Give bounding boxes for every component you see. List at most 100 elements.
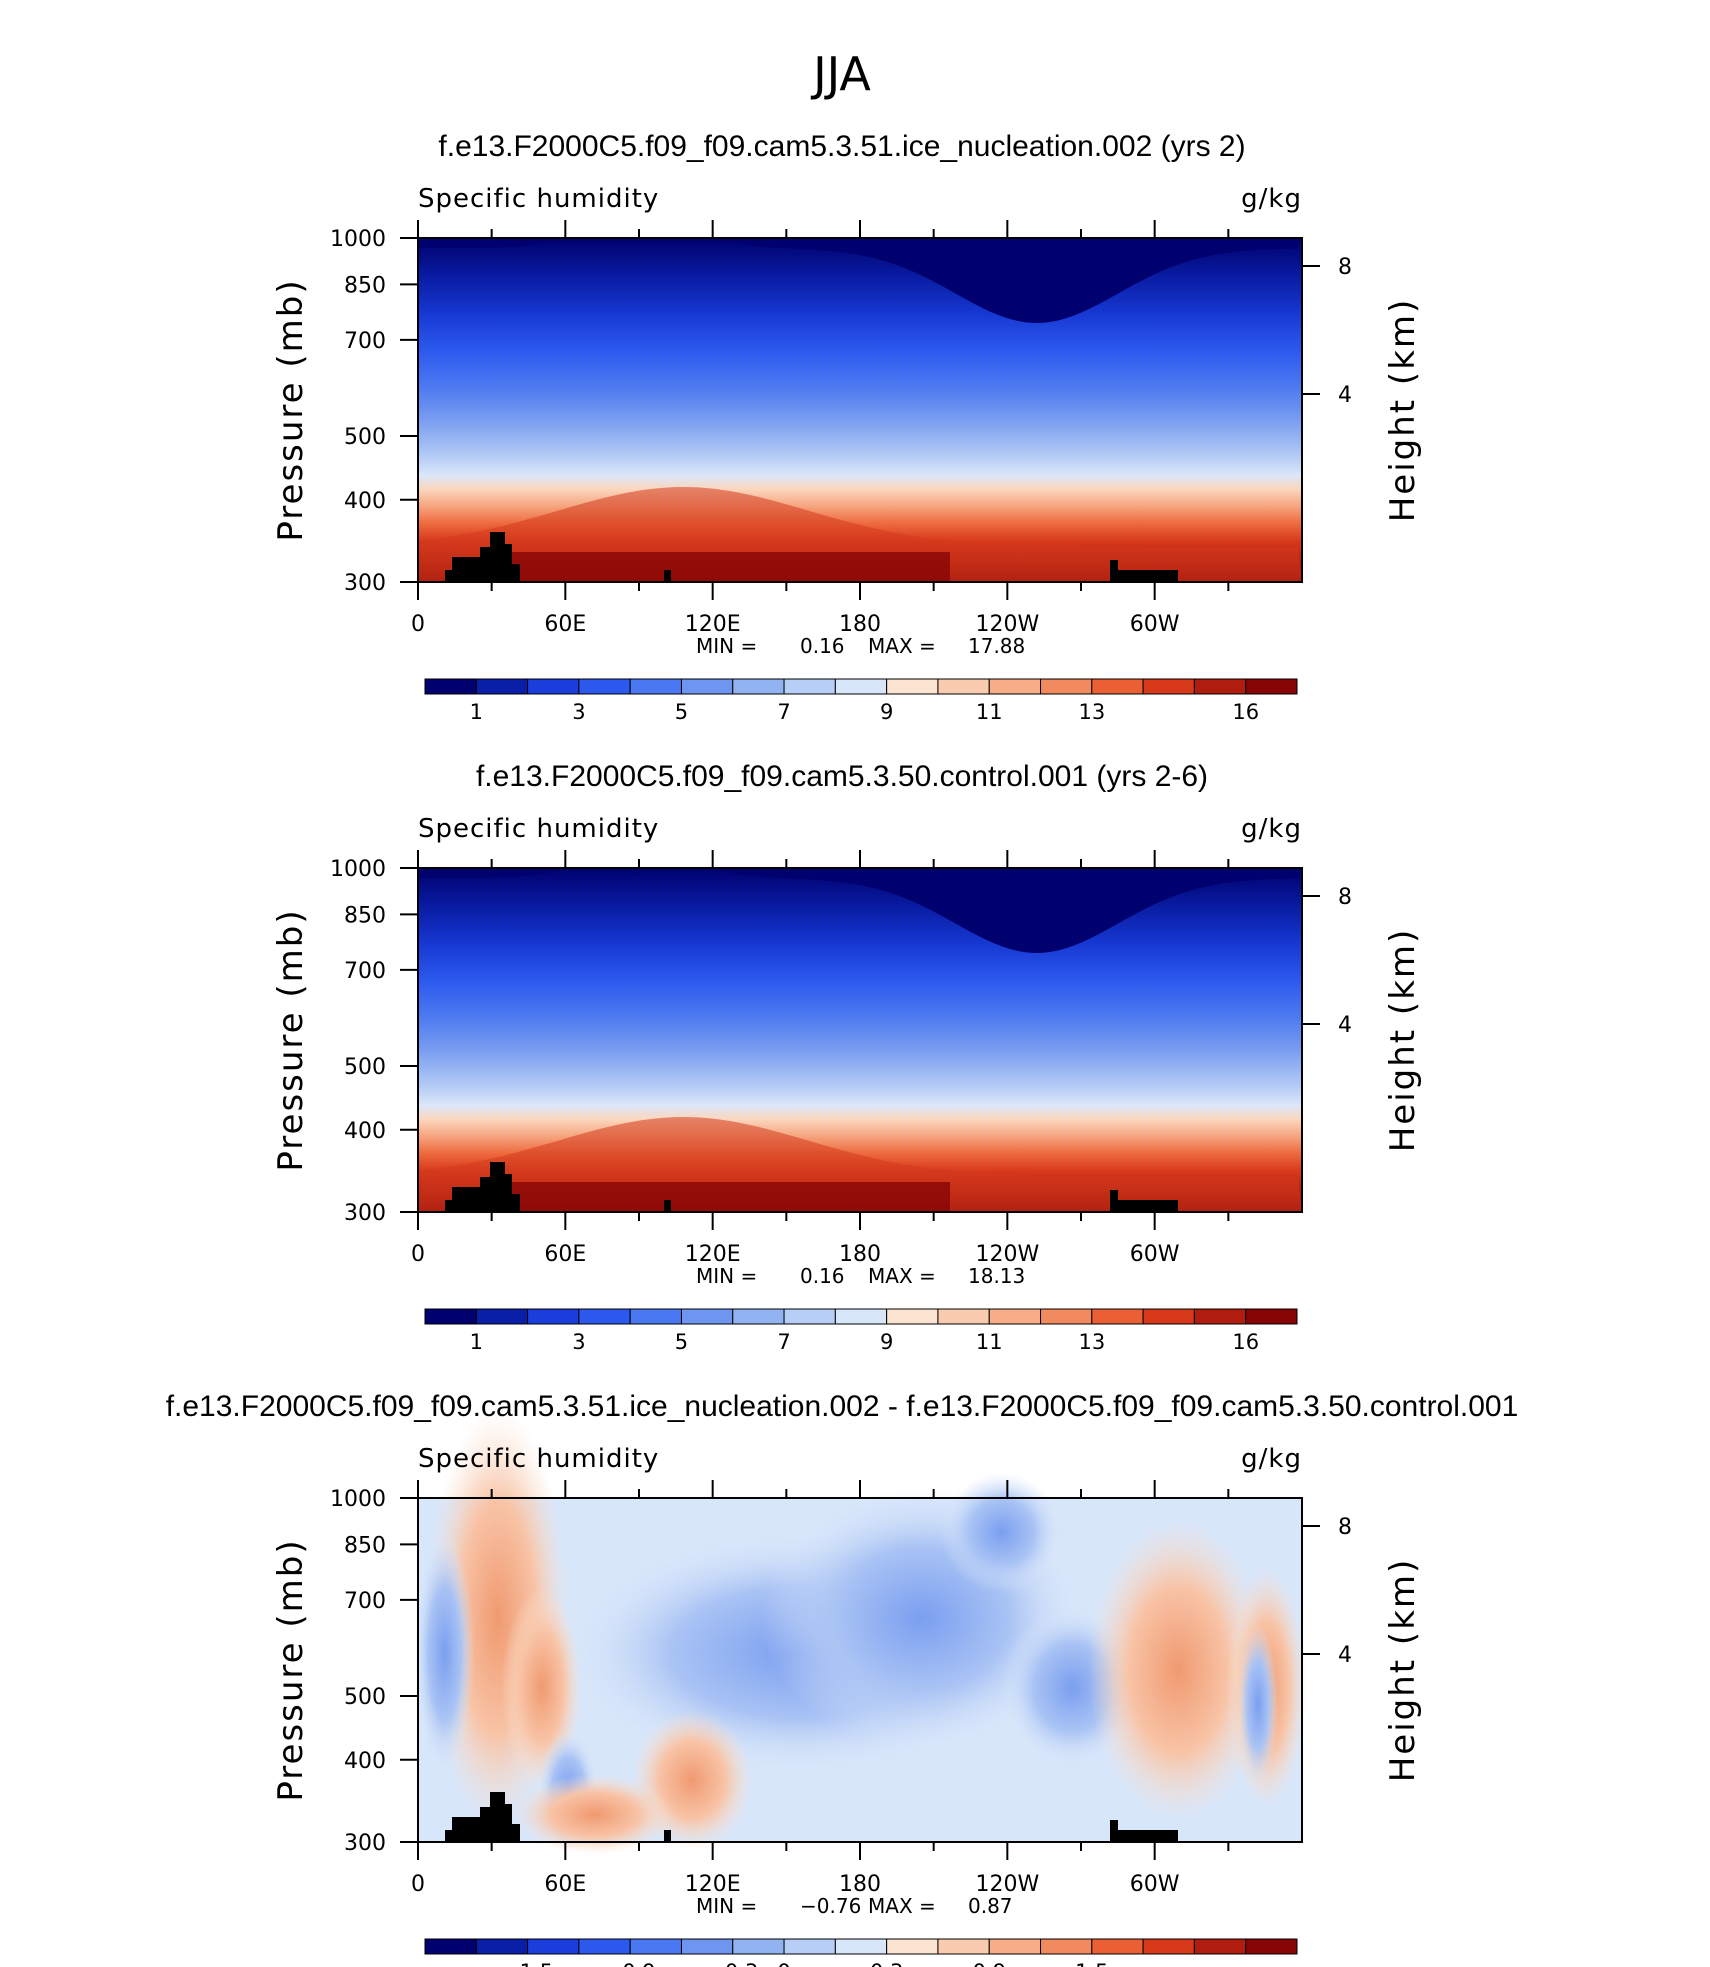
colorbar-swatch — [578, 1308, 631, 1325]
y-tick-label: 300 — [344, 1831, 386, 1856]
units-label: g/kg — [1241, 184, 1302, 214]
max-label: MAX = — [868, 1894, 936, 1918]
colorbar-swatch — [1040, 1938, 1093, 1955]
y-tick-label: 700 — [344, 329, 386, 354]
colorbar-swatch — [680, 1308, 734, 1325]
min-value: 0.16 — [800, 634, 845, 658]
topography-small — [664, 1200, 671, 1212]
colorbar-swatch — [680, 1938, 734, 1955]
colorbar-tick-label: 3 — [572, 700, 585, 724]
panel-control: f.e13.F2000C5.f09_f09.cam5.3.50.control.… — [271, 760, 1423, 1354]
panel-title: f.e13.F2000C5.f09_f09.cam5.3.50.control.… — [476, 760, 1208, 793]
colorbar-tick-label: 5 — [675, 700, 688, 724]
x-tick-label: 60E — [544, 612, 586, 637]
colorbar-swatch — [886, 1938, 939, 1955]
y-tick-label: 850 — [344, 903, 386, 928]
y-right-axis-label: Height (km) — [1383, 1558, 1423, 1783]
colorbar-tick-label: −0.3 — [707, 1960, 758, 1967]
topography-andes — [1110, 1190, 1178, 1212]
colorbar-swatch — [1193, 1308, 1247, 1325]
panel-title: f.e13.F2000C5.f09_f09.cam5.3.51.ice_nucl… — [166, 1390, 1519, 1423]
colorbar-swatch — [629, 678, 682, 695]
colorbar-swatch — [1245, 1938, 1298, 1955]
y-axis-label: Pressure (mb) — [271, 1538, 311, 1801]
colorbar-swatch — [937, 678, 990, 695]
max-humidity-band — [508, 552, 950, 582]
colorbar-swatch — [1040, 1308, 1093, 1325]
colorbar-tick-label: 5 — [675, 1330, 688, 1354]
y-right-tick-label: 4 — [1338, 383, 1352, 408]
colorbar-swatch — [1040, 678, 1093, 695]
y-right-tick-label: 4 — [1338, 1643, 1352, 1668]
colorbar-swatch — [886, 1308, 939, 1325]
colorbar-tick-label: 0.3 — [870, 1960, 903, 1967]
min-value: −0.76 — [800, 1894, 861, 1918]
colorbar-swatch — [424, 1308, 477, 1325]
colorbar-swatch — [1091, 678, 1144, 695]
y-tick-label: 500 — [344, 1055, 386, 1080]
variable-label: Specific humidity — [418, 1444, 659, 1474]
colorbar-swatch — [783, 1938, 836, 1955]
min-label: MIN = — [696, 1894, 757, 1918]
max-value: 18.13 — [968, 1264, 1025, 1288]
y-tick-label: 500 — [344, 1685, 386, 1710]
x-tick-label: 60W — [1130, 612, 1180, 637]
x-tick-label: 120W — [975, 1242, 1039, 1267]
y-right-tick-label: 8 — [1338, 1515, 1352, 1540]
colorbar-swatch — [937, 1308, 990, 1325]
dry-upper-layer — [418, 868, 1302, 953]
colorbar-swatch — [834, 678, 888, 695]
x-tick-label: 60E — [544, 1242, 586, 1267]
y-tick-label: 850 — [344, 273, 386, 298]
colorbar-swatch — [527, 1938, 580, 1955]
y-tick-label: 1000 — [330, 1487, 386, 1512]
colorbar-swatch — [834, 1938, 888, 1955]
colorbar-tick-label: 1 — [470, 1330, 483, 1354]
topography-asia — [445, 1162, 520, 1212]
colorbar-tick-label: 9 — [880, 1330, 893, 1354]
colorbar-tick-label: 16 — [1232, 700, 1259, 724]
colorbar-swatch — [783, 678, 836, 695]
colorbar-tick-label: 11 — [976, 700, 1003, 724]
panel-title: f.e13.F2000C5.f09_f09.cam5.3.51.ice_nucl… — [438, 130, 1245, 163]
colorbar-tick-label: 7 — [777, 1330, 790, 1354]
colorbar-tick-label: 3 — [572, 1330, 585, 1354]
max-humidity-band — [508, 1182, 950, 1212]
colorbar-swatch — [1245, 678, 1298, 695]
colorbar-swatch — [732, 1938, 785, 1955]
colorbar-swatch — [988, 678, 1042, 695]
negative-anomaly-region — [941, 1472, 1062, 1593]
colorbar-swatch — [475, 1308, 529, 1325]
colorbar-swatch — [680, 678, 734, 695]
y-right-tick-label: 4 — [1338, 1013, 1352, 1038]
topography-asia — [445, 1792, 520, 1842]
colorbar-swatch — [732, 678, 785, 695]
colorbar-swatch — [1091, 1938, 1144, 1955]
x-tick-label: 60W — [1130, 1242, 1180, 1267]
colorbar-swatch — [1245, 1308, 1298, 1325]
colorbar-swatch — [424, 1938, 477, 1955]
y-tick-label: 1000 — [330, 857, 386, 882]
colorbar-swatch — [783, 1308, 836, 1325]
colorbar-swatch — [886, 678, 939, 695]
colorbar-tick-label: 0 — [777, 1960, 790, 1967]
colorbar-swatch — [988, 1308, 1042, 1325]
colorbar-swatch — [424, 678, 477, 695]
topography-andes — [1110, 1820, 1178, 1842]
colorbar-swatch — [732, 1308, 785, 1325]
colorbar-tick-label: 1 — [470, 700, 483, 724]
negative-anomaly-region — [1237, 1624, 1278, 1785]
x-tick-label: 60E — [544, 1872, 586, 1897]
units-label: g/kg — [1241, 814, 1302, 844]
y-tick-label: 700 — [344, 1589, 386, 1614]
colorbar-tick-label: 16 — [1232, 1330, 1259, 1354]
y-axis-label: Pressure (mb) — [271, 278, 311, 541]
min-label: MIN = — [696, 1264, 757, 1288]
colorbar-tick-label: 7 — [777, 700, 790, 724]
colorbar-swatch — [937, 1938, 990, 1955]
y-tick-label: 400 — [344, 1749, 386, 1774]
dry-upper-layer — [418, 238, 1302, 323]
max-value: 0.87 — [968, 1894, 1013, 1918]
panel-ice-nucleation: f.e13.F2000C5.f09_f09.cam5.3.51.ice_nucl… — [271, 130, 1423, 724]
colorbar-swatch — [834, 1308, 888, 1325]
